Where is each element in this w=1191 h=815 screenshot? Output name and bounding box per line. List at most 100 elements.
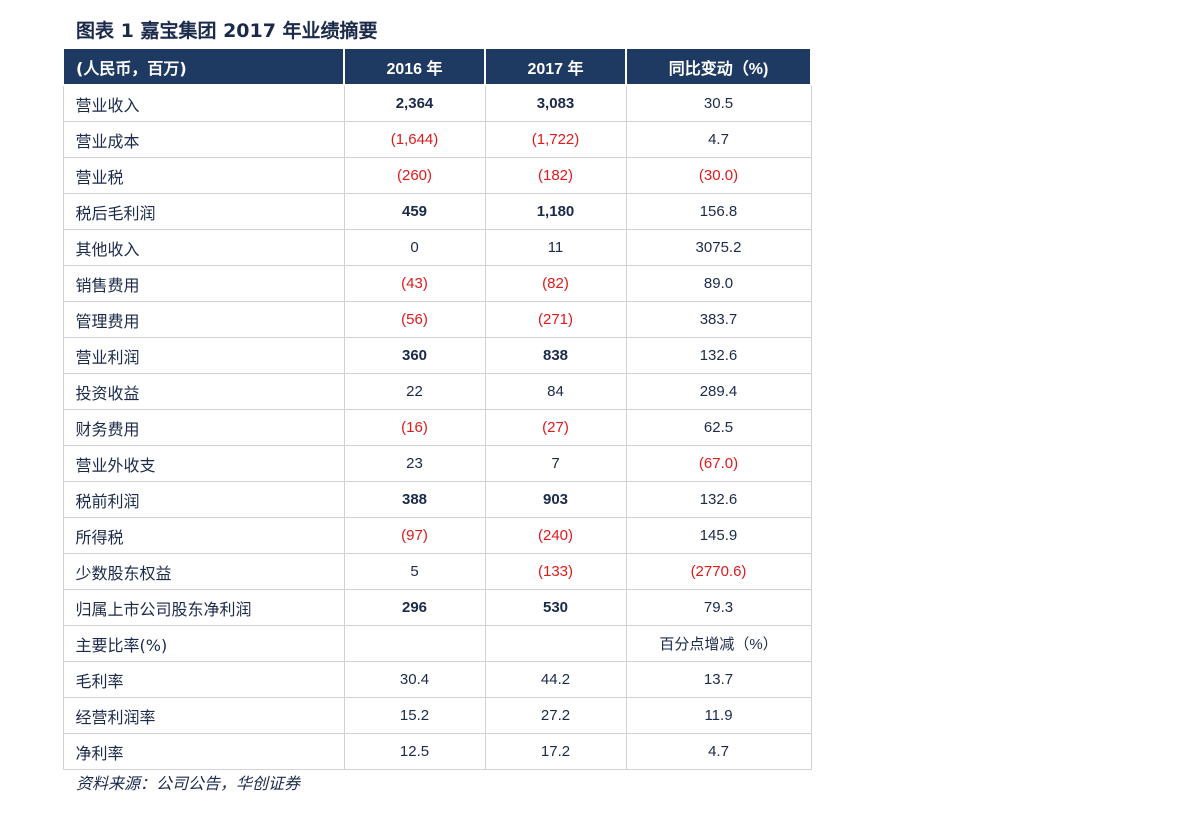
value-2016: 2,364 (343, 84, 486, 122)
row-label: 毛利率 (62, 661, 345, 698)
value-2017: (82) (484, 265, 627, 302)
value-2017: 1,180 (484, 193, 627, 230)
row-label: 税后毛利润 (62, 193, 345, 230)
value-2016: 30.4 (343, 661, 486, 698)
value-2017: 3,083 (484, 84, 627, 122)
ratios-change-label: 百分点增减（%） (625, 625, 812, 662)
table-header-row: (人民币，百万) 2016 年 2017 年 同比变动（%) (62, 47, 812, 86)
value-change: 11.9 (625, 697, 812, 734)
row-label: 营业成本 (62, 121, 345, 158)
page-title: 图表 1 嘉宝集团 2017 年业绩摘要 (76, 20, 378, 42)
value-change: 30.5 (625, 84, 812, 122)
value-change: (67.0) (625, 445, 812, 482)
ratio-row: 净利率 12.5 17.2 4.7 (62, 733, 812, 770)
table-row: 营业收入 2,364 3,083 30.5 (62, 84, 812, 122)
table-row: 税前利润 388 903 132.6 (62, 481, 812, 518)
row-label: 所得税 (62, 517, 345, 554)
value-2016: 5 (343, 553, 486, 590)
value-change: 79.3 (625, 589, 812, 626)
ratios-header-row: 主要比率(%) 百分点增减（%） (62, 625, 812, 662)
value-2016: 23 (343, 445, 486, 482)
value-2017: 17.2 (484, 733, 627, 770)
value-2016: (97) (343, 517, 486, 554)
value-2016: 12.5 (343, 733, 486, 770)
value-2016: (1,644) (343, 121, 486, 158)
value-2016: (43) (343, 265, 486, 302)
empty-cell (484, 625, 627, 662)
value-change: 289.4 (625, 373, 812, 410)
value-change: 62.5 (625, 409, 812, 446)
row-label: 销售费用 (62, 265, 345, 302)
row-label: 投资收益 (62, 373, 345, 410)
value-change: 3075.2 (625, 229, 812, 266)
value-2017: 27.2 (484, 697, 627, 734)
value-2016: 22 (343, 373, 486, 410)
source-note: 资料来源：公司公告，华创证券 (76, 774, 301, 793)
table-row: 少数股东权益 5 (133) (2770.6) (62, 553, 812, 590)
financial-summary-table: (人民币，百万) 2016 年 2017 年 同比变动（%) 营业收入 2,364… (62, 47, 812, 770)
value-change: (30.0) (625, 157, 812, 194)
table-row: 营业利润 360 838 132.6 (62, 337, 812, 374)
value-change: (2770.6) (625, 553, 812, 590)
value-2016: 0 (343, 229, 486, 266)
table-row: 营业税 (260) (182) (30.0) (62, 157, 812, 194)
value-2017: (182) (484, 157, 627, 194)
table-row: 管理费用 (56) (271) 383.7 (62, 301, 812, 338)
row-label: 少数股东权益 (62, 553, 345, 590)
row-label: 经营利润率 (62, 697, 345, 734)
value-2016: 15.2 (343, 697, 486, 734)
value-2017: (27) (484, 409, 627, 446)
row-label: 营业收入 (62, 84, 345, 122)
row-label: 税前利润 (62, 481, 345, 518)
row-label: 营业利润 (62, 337, 345, 374)
ratio-row: 毛利率 30.4 44.2 13.7 (62, 661, 812, 698)
table-row: 营业外收支 23 7 (67.0) (62, 445, 812, 482)
value-change: 145.9 (625, 517, 812, 554)
value-change: 4.7 (625, 733, 812, 770)
header-2016: 2016 年 (343, 47, 486, 86)
value-2017: (133) (484, 553, 627, 590)
value-2017: (1,722) (484, 121, 627, 158)
table-row: 营业成本 (1,644) (1,722) 4.7 (62, 121, 812, 158)
value-2017: 903 (484, 481, 627, 518)
table-row: 销售费用 (43) (82) 89.0 (62, 265, 812, 302)
value-2017: 530 (484, 589, 627, 626)
value-2016: (260) (343, 157, 486, 194)
value-2016: 360 (343, 337, 486, 374)
row-label: 净利率 (62, 733, 345, 770)
value-change: 156.8 (625, 193, 812, 230)
value-change: 132.6 (625, 337, 812, 374)
row-label: 营业外收支 (62, 445, 345, 482)
table-row: 税后毛利润 459 1,180 156.8 (62, 193, 812, 230)
value-2016: 388 (343, 481, 486, 518)
header-2017: 2017 年 (484, 47, 627, 86)
ratios-label: 主要比率(%) (62, 625, 345, 662)
empty-cell (343, 625, 486, 662)
value-change: 4.7 (625, 121, 812, 158)
value-2017: 44.2 (484, 661, 627, 698)
table-row: 财务费用 (16) (27) 62.5 (62, 409, 812, 446)
value-2016: 296 (343, 589, 486, 626)
value-2017: (240) (484, 517, 627, 554)
value-2016: (16) (343, 409, 486, 446)
value-change: 13.7 (625, 661, 812, 698)
value-2017: 838 (484, 337, 627, 374)
value-2017: (271) (484, 301, 627, 338)
value-2016: (56) (343, 301, 486, 338)
row-label: 管理费用 (62, 301, 345, 338)
table-row: 其他收入 0 11 3075.2 (62, 229, 812, 266)
value-change: 132.6 (625, 481, 812, 518)
header-unit: (人民币，百万) (62, 47, 345, 86)
ratio-row: 经营利润率 15.2 27.2 11.9 (62, 697, 812, 734)
row-label: 营业税 (62, 157, 345, 194)
value-2017: 11 (484, 229, 627, 266)
table-row: 归属上市公司股东净利润 296 530 79.3 (62, 589, 812, 626)
table-row: 所得税 (97) (240) 145.9 (62, 517, 812, 554)
row-label: 财务费用 (62, 409, 345, 446)
value-change: 89.0 (625, 265, 812, 302)
row-label: 其他收入 (62, 229, 345, 266)
row-label: 归属上市公司股东净利润 (62, 589, 345, 626)
value-change: 383.7 (625, 301, 812, 338)
value-2016: 459 (343, 193, 486, 230)
header-change: 同比变动（%) (625, 47, 812, 86)
